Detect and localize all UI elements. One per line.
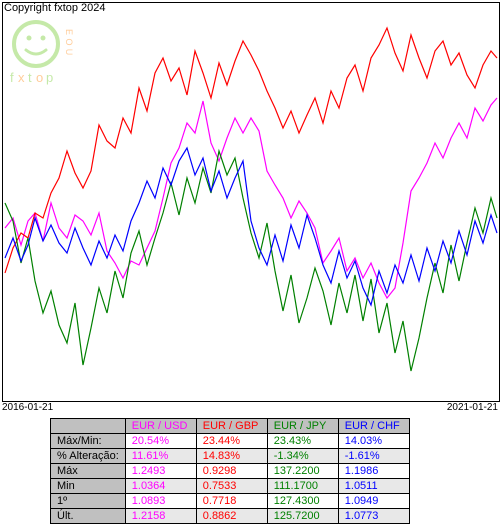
table-cell: 11.61%	[125, 449, 196, 464]
x-axis-end-label: 2021-01-21	[447, 402, 498, 413]
fx-data-table: EUR / USDEUR / GBPEUR / JPYEUR / CHF Máx/…	[50, 418, 410, 524]
table-cell: 1.0893	[125, 494, 196, 509]
table-cell: 1.0511	[338, 479, 409, 494]
x-axis-start-label: 2016-01-21	[2, 402, 53, 413]
table-cell: 1.0773	[338, 509, 409, 524]
table-row-label: Min	[51, 479, 126, 494]
series-line	[5, 151, 497, 371]
table-cell: 0.7718	[196, 494, 267, 509]
table-column-header: EUR / USD	[125, 419, 196, 434]
table-cell: 137.2200	[267, 464, 338, 479]
table-row-label: % Alteração:	[51, 449, 126, 464]
table-corner	[51, 419, 126, 434]
table-row-label: Máx	[51, 464, 126, 479]
table-cell: 23.43%	[267, 434, 338, 449]
table-column-header: EUR / GBP	[196, 419, 267, 434]
table-cell: 23.44%	[196, 434, 267, 449]
table-cell: -1.34%	[267, 449, 338, 464]
table-cell: 1.0949	[338, 494, 409, 509]
table-cell: 127.4300	[267, 494, 338, 509]
table-cell: 1.2493	[125, 464, 196, 479]
table-cell: 0.8862	[196, 509, 267, 524]
table-cell: 20.54%	[125, 434, 196, 449]
table-cell: 0.7533	[196, 479, 267, 494]
table-cell: 111.1700	[267, 479, 338, 494]
table-cell: 0.9298	[196, 464, 267, 479]
table-column-header: EUR / CHF	[338, 419, 409, 434]
table-cell: 14.03%	[338, 434, 409, 449]
series-line	[5, 98, 497, 298]
table-column-header: EUR / JPY	[267, 419, 338, 434]
table-cell: 1.1986	[338, 464, 409, 479]
table-row-label: Últ.	[51, 509, 126, 524]
table-cell: 1.0364	[125, 479, 196, 494]
table-row-label: Máx/Min:	[51, 434, 126, 449]
series-line	[5, 148, 497, 305]
table-cell: -1.61%	[338, 449, 409, 464]
fx-chart	[2, 2, 500, 402]
table-cell: 14.83%	[196, 449, 267, 464]
table-row-label: 1º	[51, 494, 126, 509]
table-cell: 125.7200	[267, 509, 338, 524]
table-cell: 1.2158	[125, 509, 196, 524]
